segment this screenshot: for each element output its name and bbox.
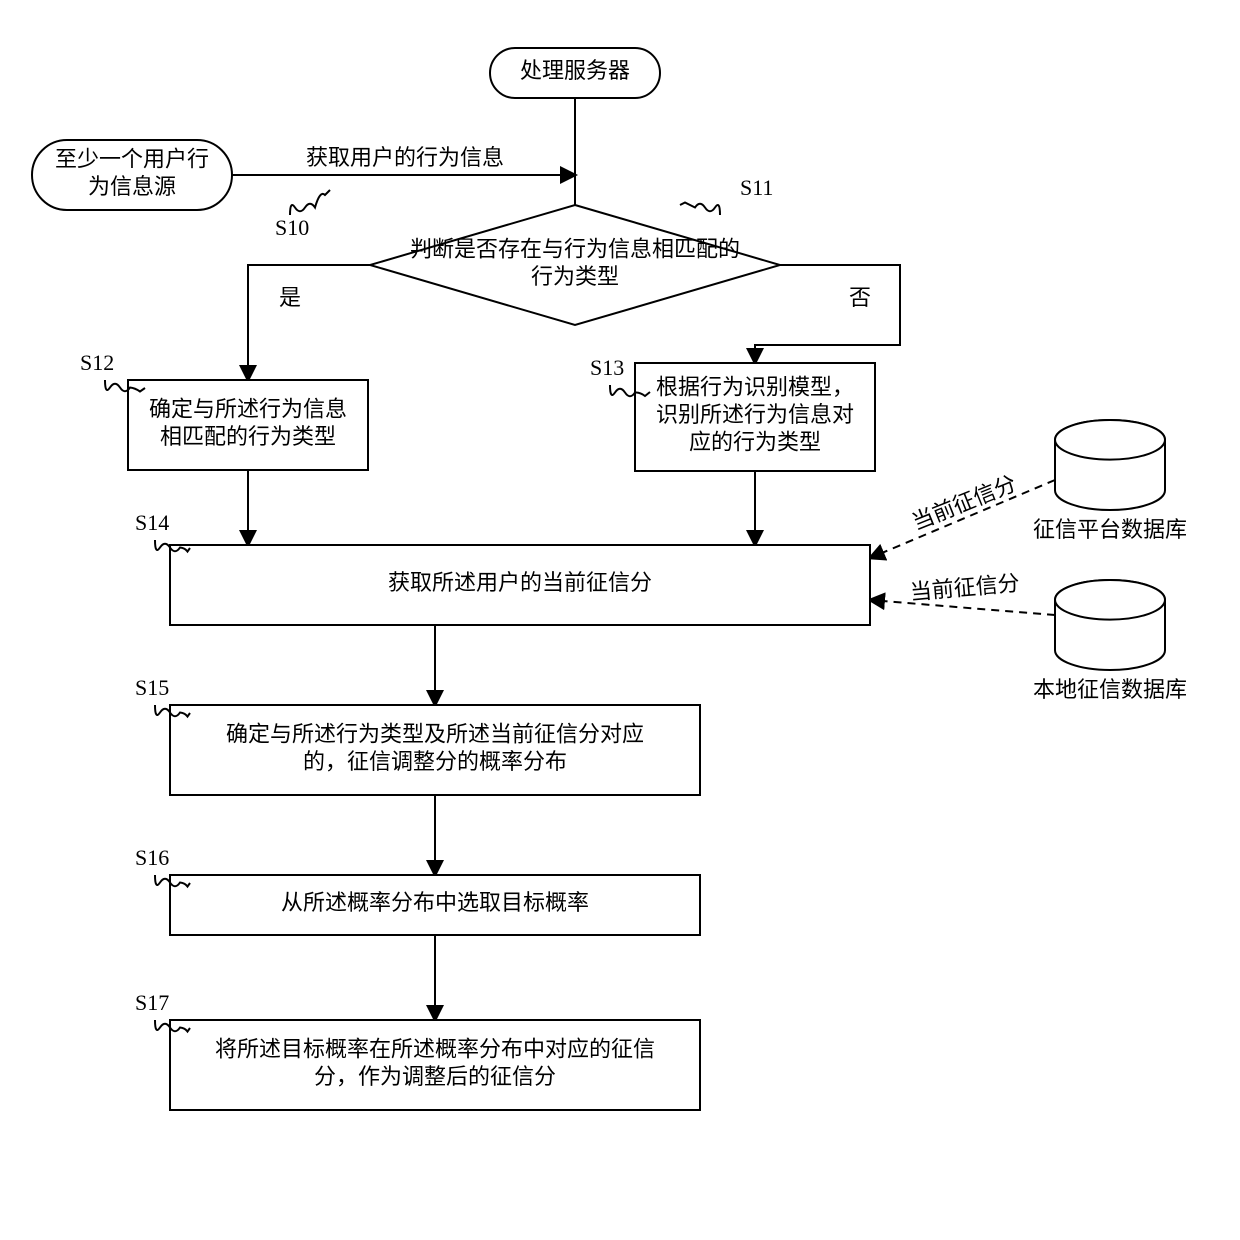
svg-text:从所述概率分布中选取目标概率: 从所述概率分布中选取目标概率 [281, 890, 589, 915]
squiggle-S10 [290, 190, 330, 215]
svg-text:获取所述用户的当前征信分: 获取所述用户的当前征信分 [388, 570, 652, 595]
svg-text:征信平台数据库: 征信平台数据库 [1033, 517, 1187, 542]
svg-text:确定与所述行为类型及所述当前征信分对应: 确定与所述行为类型及所述当前征信分对应 [226, 721, 644, 746]
squiggle-S11 [680, 203, 720, 216]
step-label-S12: S12 [80, 350, 114, 375]
svg-text:当前征信分: 当前征信分 [909, 570, 1021, 604]
node-source: 至少一个用户行为信息源 [32, 140, 232, 210]
svg-text:至少一个用户行: 至少一个用户行 [55, 146, 209, 171]
step-label-S17: S17 [135, 990, 169, 1015]
node-s15: 确定与所述行为类型及所述当前征信分对应的，征信调整分的概率分布 [170, 705, 700, 795]
step-label-S15: S15 [135, 675, 169, 700]
edge-e-no: 否 [755, 265, 900, 363]
svg-text:处理服务器: 处理服务器 [520, 58, 630, 83]
step-label-S11: S11 [740, 175, 773, 200]
edge-e-db1: 当前征信分 [870, 471, 1055, 558]
svg-text:的，征信调整分的概率分布: 的，征信调整分的概率分布 [303, 749, 567, 774]
node-db1: 征信平台数据库 [1033, 420, 1187, 542]
node-s13: 根据行为识别模型，识别所述行为信息对应的行为类型 [635, 363, 875, 471]
svg-text:判断是否存在与行为信息相匹配的: 判断是否存在与行为信息相匹配的 [410, 236, 740, 261]
svg-text:相匹配的行为类型: 相匹配的行为类型 [160, 424, 336, 449]
node-s14: 获取所述用户的当前征信分 [170, 545, 870, 625]
svg-text:识别所述行为信息对: 识别所述行为信息对 [656, 402, 854, 427]
step-label-S14: S14 [135, 510, 169, 535]
svg-text:将所述目标概率在所述概率分布中对应的征信: 将所述目标概率在所述概率分布中对应的征信 [215, 1036, 655, 1061]
edge-e-yes: 是 [248, 265, 370, 380]
flowchart-diagram: 获取用户的行为信息是否当前征信分当前征信分 处理服务器至少一个用户行为信息源判断… [0, 0, 1240, 1235]
node-s17: 将所述目标概率在所述概率分布中对应的征信分，作为调整后的征信分 [170, 1020, 700, 1110]
svg-text:分，作为调整后的征信分: 分，作为调整后的征信分 [314, 1064, 556, 1089]
svg-text:获取用户的行为信息: 获取用户的行为信息 [306, 145, 504, 170]
step-label-S16: S16 [135, 845, 169, 870]
node-server: 处理服务器 [490, 48, 660, 98]
svg-text:为信息源: 为信息源 [88, 174, 176, 199]
step-label-S10: S10 [275, 215, 309, 240]
node-db2: 本地征信数据库 [1033, 580, 1187, 702]
edge-e-source: 获取用户的行为信息 [232, 145, 575, 175]
svg-text:行为类型: 行为类型 [531, 264, 619, 289]
node-s12: 确定与所述行为信息相匹配的行为类型 [128, 380, 368, 470]
svg-text:否: 否 [849, 285, 871, 310]
svg-text:本地征信数据库: 本地征信数据库 [1033, 677, 1187, 702]
svg-text:确定与所述行为信息: 确定与所述行为信息 [149, 396, 347, 421]
svg-text:应的行为类型: 应的行为类型 [689, 430, 821, 455]
step-label-S13: S13 [590, 355, 624, 380]
svg-text:根据行为识别模型，: 根据行为识别模型， [656, 375, 854, 400]
node-decision: 判断是否存在与行为信息相匹配的行为类型 [370, 205, 780, 325]
node-s16: 从所述概率分布中选取目标概率 [170, 875, 700, 935]
edge-e-db2: 当前征信分 [870, 570, 1055, 615]
svg-text:是: 是 [279, 285, 301, 310]
